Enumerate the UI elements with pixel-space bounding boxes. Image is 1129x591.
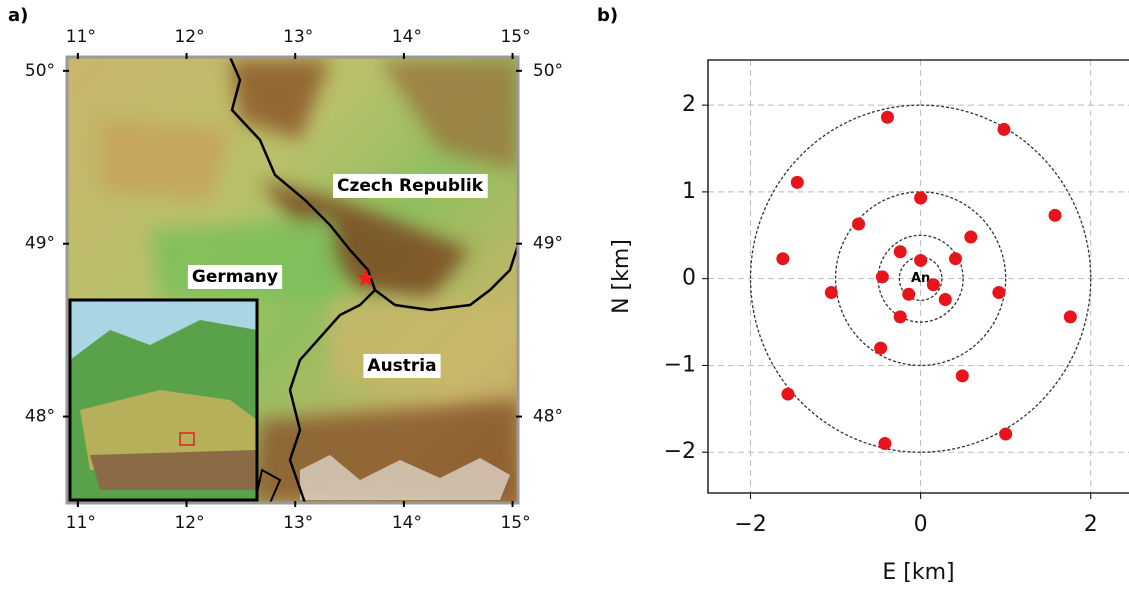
y-tick-label: 0 [682, 266, 696, 291]
station [878, 437, 891, 450]
station [852, 218, 865, 231]
y-axis-label: N [km] [609, 239, 634, 314]
station [776, 252, 789, 265]
station [949, 252, 962, 265]
x-tick-label: 14° [392, 513, 422, 533]
station [964, 231, 977, 244]
station [914, 254, 927, 267]
place-label: Czech Republik [337, 176, 484, 196]
station [894, 310, 907, 323]
x-tick-label: 15° [500, 27, 530, 47]
x-axis-label: E [km] [882, 560, 954, 585]
y-tick-label: 48° [533, 407, 563, 427]
place-label: Austria [367, 356, 436, 376]
station [927, 278, 940, 291]
place-label: Germany [192, 267, 278, 287]
y-tick-label: 49° [533, 234, 563, 254]
x-tick-label: 15° [500, 513, 530, 533]
station [956, 369, 969, 382]
x-tick-label: 13° [283, 513, 313, 533]
y-tick-label: −1 [664, 352, 696, 377]
x-tick-label: 13° [283, 27, 313, 47]
x-tick-label: 12° [174, 513, 204, 533]
y-tick-label: 50° [533, 61, 563, 81]
y-tick-label: 2 [682, 92, 696, 117]
y-tick-label: 48° [25, 407, 55, 427]
panel-label: b) [597, 5, 618, 26]
station [825, 286, 838, 299]
station [781, 388, 794, 401]
y-tick-label: 1 [682, 179, 696, 204]
inset-map [70, 300, 257, 500]
x-tick-label: 2 [1084, 512, 1098, 537]
y-tick-label: −2 [664, 439, 696, 464]
station [894, 245, 907, 258]
station [881, 111, 894, 124]
figure: a) 11° 11° 12° 12° 13° 13° 14° 14° 15° 15° 48° 48° 49… [0, 0, 1129, 591]
station [902, 288, 915, 301]
station [791, 176, 804, 189]
station [997, 123, 1010, 136]
x-tick-label: 11° [66, 27, 96, 47]
station [1049, 209, 1062, 222]
station [992, 286, 1005, 299]
station [876, 270, 889, 283]
panel-label: a) [8, 5, 28, 26]
y-tick-label: 49° [25, 234, 55, 254]
station [999, 427, 1012, 440]
x-tick-label: 12° [174, 27, 204, 47]
x-tick-label: 0 [914, 512, 928, 537]
station [1064, 310, 1077, 323]
x-tick-label: 11° [66, 513, 96, 533]
y-tick-label: 50° [25, 61, 55, 81]
station [939, 293, 952, 306]
station [874, 342, 887, 355]
station [914, 191, 927, 204]
x-tick-label: −2 [734, 512, 766, 537]
x-tick-label: 14° [392, 27, 422, 47]
